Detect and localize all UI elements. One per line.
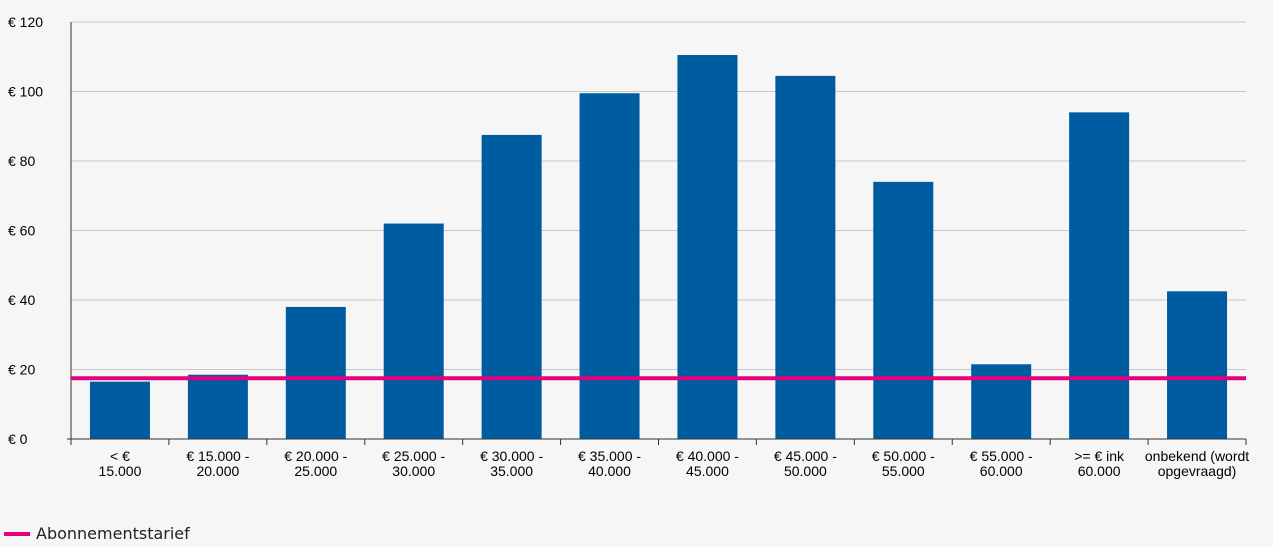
y-tick-label: € 60 — [8, 223, 35, 239]
bar — [677, 55, 738, 439]
y-tick-label: € 100 — [8, 84, 43, 100]
x-tick-label: € 40.000 -45.000 — [676, 448, 739, 479]
bar — [873, 181, 934, 439]
bar — [89, 381, 150, 439]
bar — [187, 374, 248, 439]
y-tick-label: € 40 — [8, 292, 35, 308]
x-tick-label: € 50.000 -55.000 — [872, 448, 935, 479]
x-tick-label: € 45.000 -50.000 — [774, 448, 837, 479]
x-axis-tick-labels: < €15.000 € 15.000 -20.000 € 20.000 -25.00… — [99, 448, 1250, 479]
bar — [383, 223, 444, 439]
x-tick-label: < €15.000 — [99, 448, 142, 479]
x-tick-label: >= € ink 60.000 — [1074, 448, 1125, 479]
x-tick-label: € 15.000 -20.000 — [186, 448, 249, 479]
bar — [579, 93, 640, 440]
grid-lines — [71, 21, 1246, 370]
x-tick-label: € 55.000 -60.000 — [970, 448, 1033, 479]
y-tick-label: € 120 — [8, 14, 43, 30]
legend-swatch-abonnementstarief — [4, 531, 30, 536]
legend: Abonnementstarief — [4, 524, 190, 543]
bar — [1167, 291, 1228, 439]
x-tick-label: onbekend (wordt opgevraagd) — [1145, 448, 1249, 479]
bar — [1069, 112, 1130, 439]
y-tick-label: € 20 — [8, 362, 35, 378]
legend-label-abonnementstarief: Abonnementstarief — [36, 524, 190, 543]
x-tick-label: € 30.000 -35.000 — [480, 448, 543, 479]
y-tick-label: € 80 — [8, 153, 35, 169]
y-axis-tick-labels: € 0 € 20 € 40 € 60 € 80 € 100 € 120 — [8, 14, 43, 447]
y-tick-label: € 0 — [8, 431, 28, 447]
x-tick-label: € 20.000 -25.000 — [284, 448, 347, 479]
axes — [67, 22, 1247, 445]
x-tick-label: € 35.000 -40.000 — [578, 448, 641, 479]
bar — [285, 306, 346, 439]
bar — [775, 75, 836, 440]
bars — [89, 55, 1228, 440]
x-tick-label: € 25.000 -30.000 — [382, 448, 445, 479]
bar — [481, 134, 542, 439]
bar — [971, 364, 1032, 439]
